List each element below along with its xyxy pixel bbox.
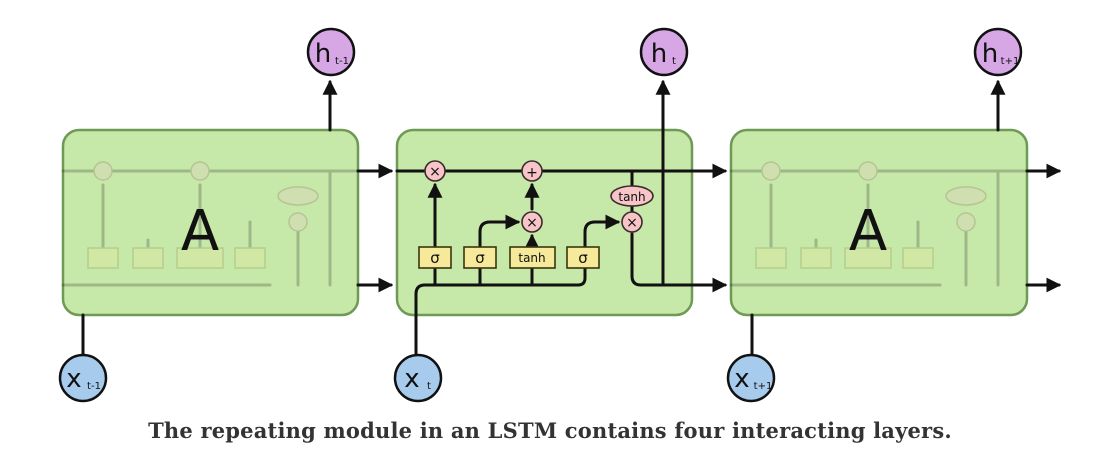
cell-right-label: A: [849, 199, 887, 264]
input-branch: [478, 214, 521, 287]
cell-middle-box: [395, 128, 694, 317]
svg-text:t-1: t-1: [335, 56, 349, 67]
hidden-out-line: [630, 232, 728, 293]
svg-text:t: t: [672, 56, 676, 67]
svg-text:tanh: tanh: [618, 190, 645, 204]
svg-text:x: x: [404, 364, 419, 394]
input-mult-op: ×: [521, 211, 543, 233]
svg-text:h: h: [651, 39, 667, 69]
x-curr-node: x t: [393, 353, 443, 403]
input-gate-layer: σ: [463, 246, 497, 269]
svg-text:x: x: [66, 364, 81, 394]
cell-left-label: A: [181, 199, 219, 264]
candidate-layer: tanh: [509, 246, 556, 269]
forget-gate-layer: σ: [418, 246, 452, 269]
output-tanh-op: tanh: [610, 185, 654, 207]
lstm-cell-left: A: [61, 128, 360, 317]
svg-text:t+1: t+1: [1001, 56, 1020, 67]
figure-caption: The repeating module in an LSTM contains…: [148, 418, 952, 443]
svg-text:σ: σ: [475, 249, 485, 267]
h-next-node: h t+1: [973, 27, 1023, 77]
cell-right-box: [729, 128, 1029, 317]
lstm-cell-middle: × + × tanh × σ σ tanh: [395, 79, 728, 364]
output-gate-layer: σ: [566, 246, 600, 269]
svg-text:t-1: t-1: [87, 381, 101, 392]
svg-text:×: ×: [626, 215, 638, 231]
cell-right-faded-internals: [729, 161, 1029, 287]
cell-left-box: [61, 128, 360, 317]
h-prev-node: h t-1: [306, 27, 356, 77]
svg-text:t+1: t+1: [754, 381, 773, 392]
svg-text:+: +: [526, 165, 538, 181]
output-mult-op: ×: [621, 211, 643, 233]
lstm-diagram: A A: [58, 27, 1062, 403]
x-prev-node: x t-1: [58, 353, 108, 403]
svg-text:σ: σ: [430, 249, 440, 267]
x-next-node: x t+1: [726, 353, 776, 403]
cell-left-faded-internals: [61, 161, 360, 287]
svg-text:×: ×: [526, 215, 538, 231]
add-op: +: [521, 160, 543, 182]
forget-mult-op: ×: [424, 160, 446, 182]
svg-text:x: x: [734, 364, 749, 394]
h-curr-node: h t: [639, 27, 689, 77]
svg-text:h: h: [982, 39, 998, 69]
svg-text:tanh: tanh: [518, 251, 545, 265]
lstm-cell-right: A: [729, 128, 1029, 317]
svg-text:h: h: [315, 39, 331, 69]
svg-text:×: ×: [429, 164, 441, 180]
svg-text:t: t: [427, 381, 431, 392]
hidden-input-line: [414, 214, 621, 364]
svg-text:σ: σ: [578, 249, 588, 267]
